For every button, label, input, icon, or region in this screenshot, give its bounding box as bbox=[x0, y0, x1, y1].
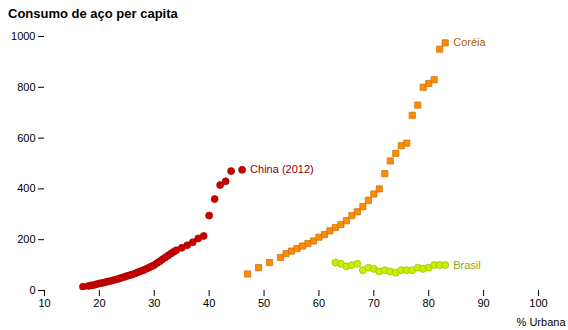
svg-text:90: 90 bbox=[477, 297, 489, 309]
svg-text:70: 70 bbox=[368, 297, 380, 309]
svg-text:0: 0 bbox=[29, 284, 35, 296]
svg-text:600: 600 bbox=[17, 132, 35, 144]
svg-text:Coréia: Coréia bbox=[453, 36, 486, 48]
svg-text:40: 40 bbox=[203, 297, 215, 309]
svg-text:30: 30 bbox=[148, 297, 160, 309]
svg-text:1000: 1000 bbox=[11, 30, 35, 42]
svg-text:10: 10 bbox=[38, 297, 50, 309]
svg-text:100: 100 bbox=[529, 297, 547, 309]
svg-text:% Urbana: % Urbana bbox=[517, 316, 567, 328]
html-text:Consumo de aço per capita: Consumo de aço per capita bbox=[8, 6, 178, 21]
svg-text:Brasil: Brasil bbox=[453, 259, 481, 271]
svg-text:60: 60 bbox=[313, 297, 325, 309]
svg-text:400: 400 bbox=[17, 182, 35, 194]
svg-text:80: 80 bbox=[423, 297, 435, 309]
svg-text:800: 800 bbox=[17, 81, 35, 93]
svg-text:China (2012): China (2012) bbox=[250, 163, 314, 175]
svg-text:200: 200 bbox=[17, 233, 35, 245]
svg-text:20: 20 bbox=[93, 297, 105, 309]
svg-text:50: 50 bbox=[258, 297, 270, 309]
